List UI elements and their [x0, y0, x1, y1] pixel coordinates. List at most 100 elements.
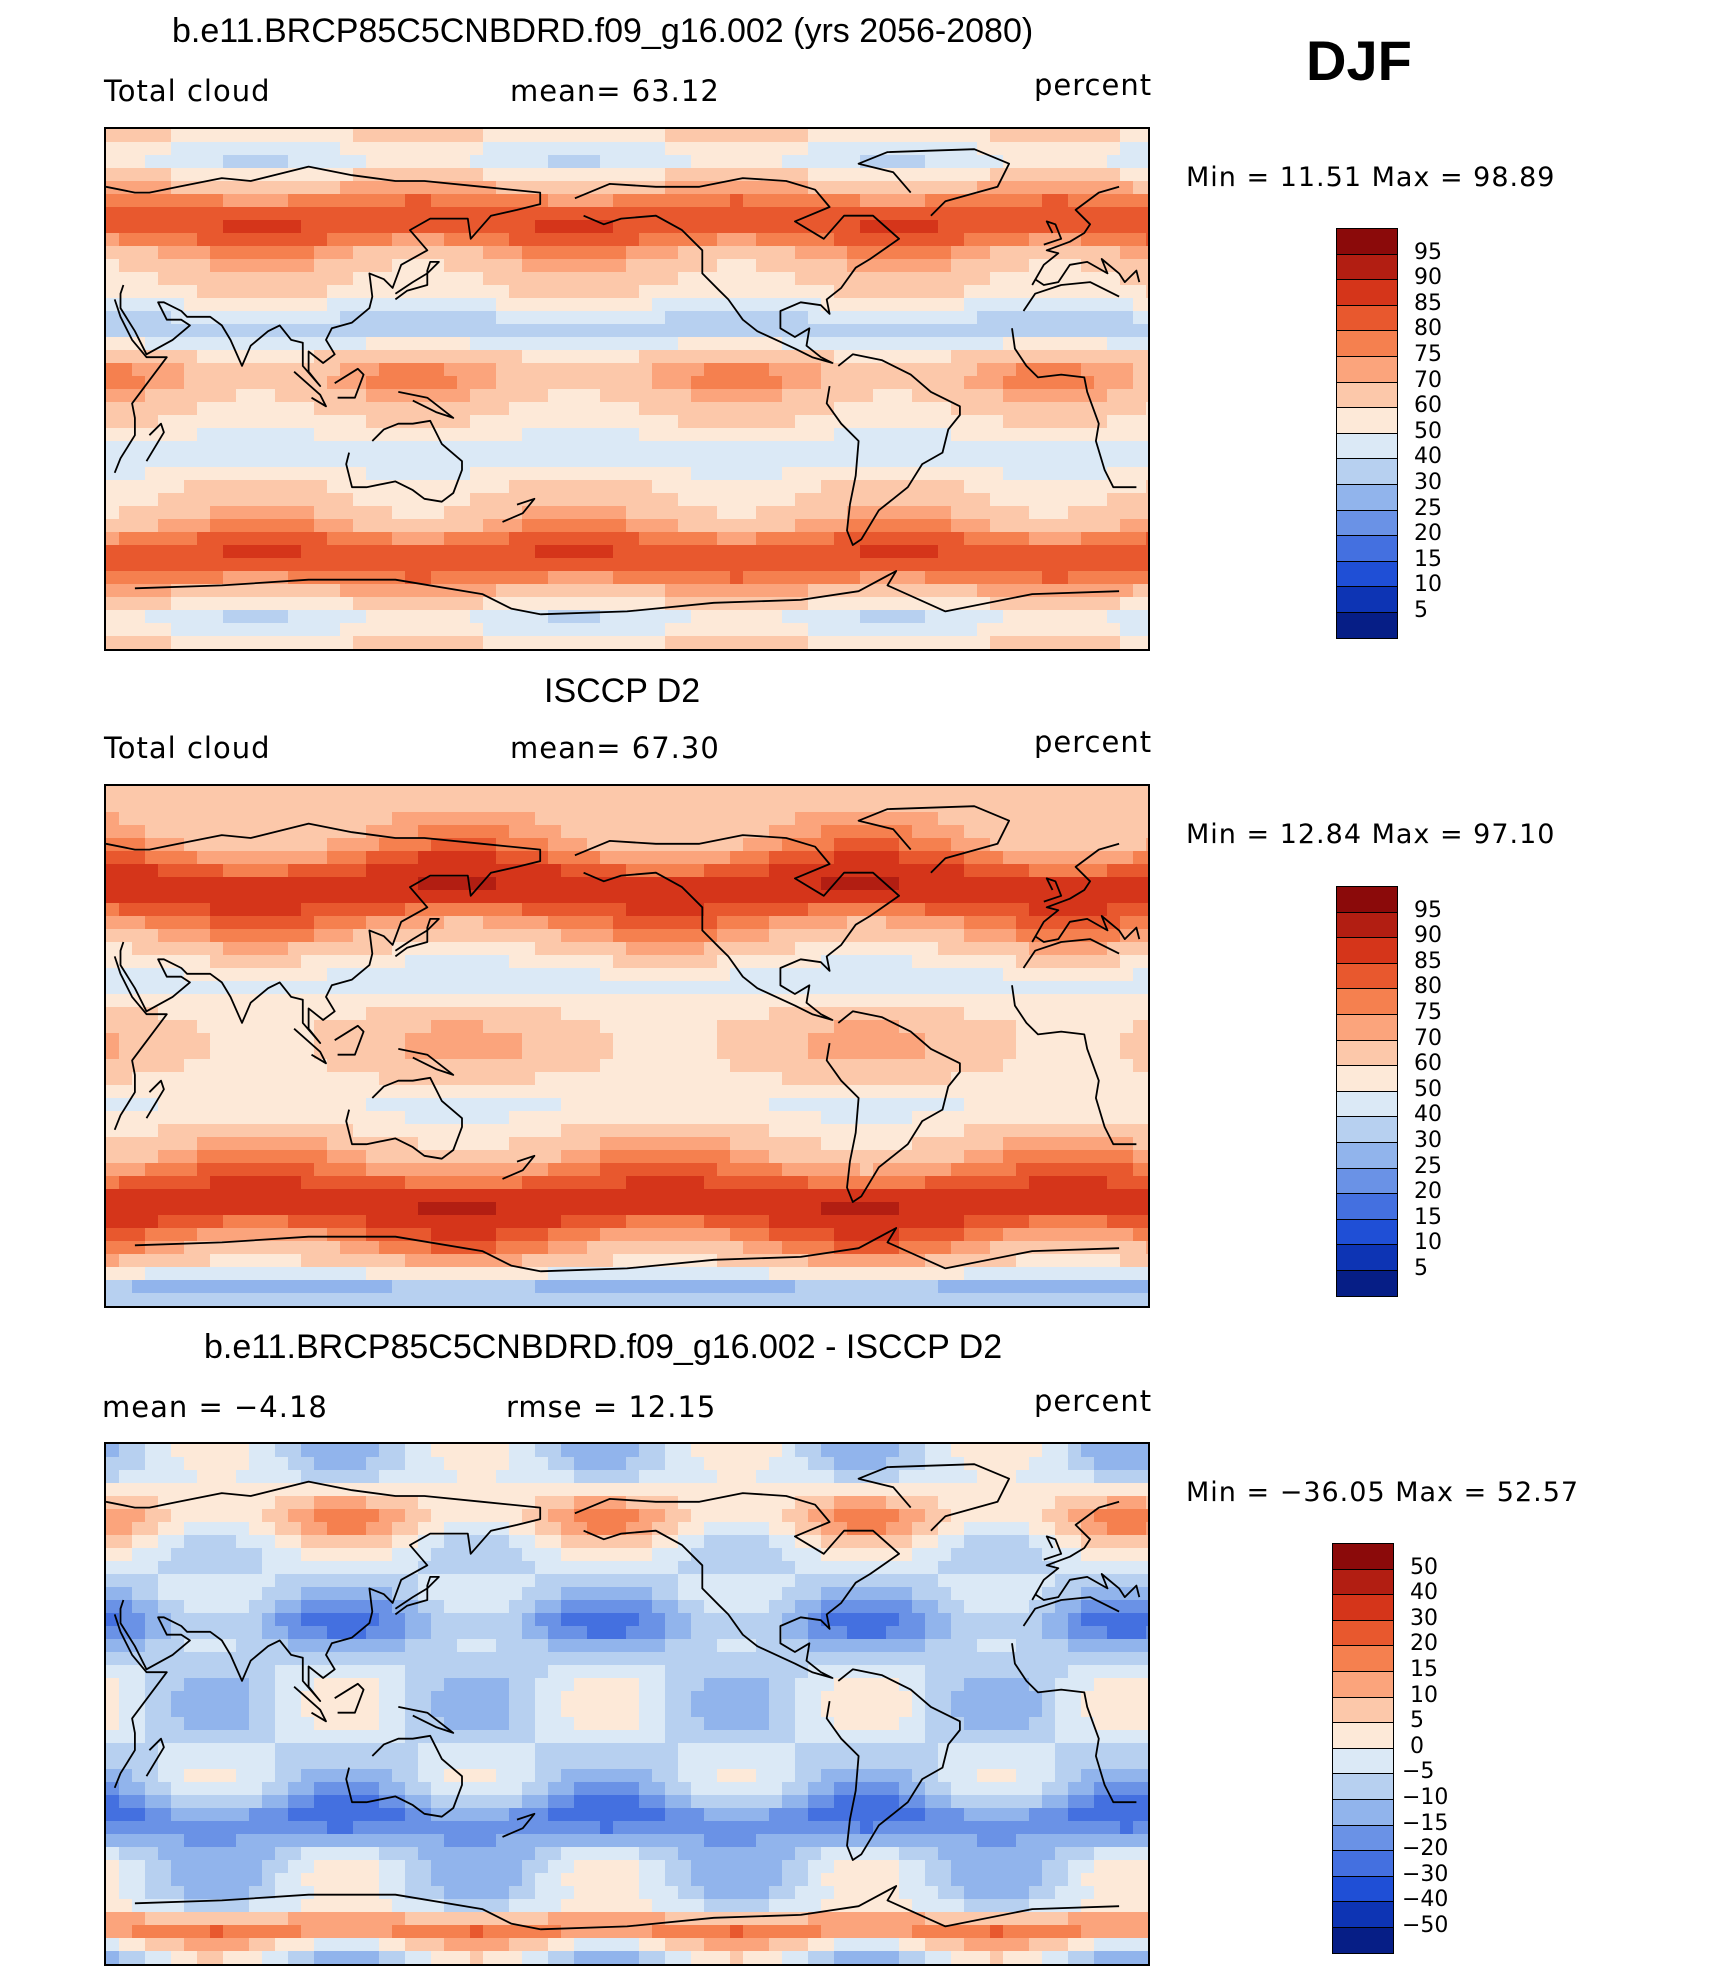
field-cell — [899, 402, 913, 416]
field-cell — [197, 981, 211, 995]
field-cell — [470, 298, 484, 312]
field-cell — [834, 467, 848, 481]
field-cell — [1081, 636, 1095, 649]
field-cell — [288, 415, 302, 429]
field-cell — [678, 942, 692, 956]
field-cell — [457, 454, 471, 468]
field-cell — [171, 610, 185, 624]
field-cell — [457, 337, 471, 351]
field-cell — [236, 259, 250, 273]
field-cell — [431, 994, 445, 1008]
field-cell — [652, 1020, 666, 1034]
field-cell — [327, 207, 341, 221]
field-cell — [912, 493, 926, 507]
field-cell — [756, 825, 770, 839]
field-cell — [496, 285, 510, 299]
field-cell — [860, 168, 874, 182]
field-cell — [210, 799, 224, 813]
field-cell — [821, 558, 835, 572]
field-cell — [1120, 311, 1134, 325]
field-cell — [717, 545, 731, 559]
field-cell — [938, 994, 952, 1008]
field-cell — [886, 851, 900, 865]
field-cell — [457, 877, 471, 891]
field-cell — [301, 968, 315, 982]
field-cell — [392, 955, 406, 969]
field-cell — [1094, 981, 1108, 995]
field-cell — [912, 838, 926, 852]
field-cell — [535, 441, 549, 455]
field-cell — [535, 545, 549, 559]
field-cell — [808, 812, 822, 826]
field-cell — [509, 454, 523, 468]
field-cell — [990, 532, 1004, 546]
field-cell — [275, 324, 289, 338]
field-cell — [639, 545, 653, 559]
field-cell — [262, 506, 276, 520]
field-cell — [314, 324, 328, 338]
field-cell — [132, 493, 146, 507]
field-cell — [1029, 623, 1043, 637]
field-cell — [990, 877, 1004, 891]
field-cell — [613, 493, 627, 507]
field-cell — [444, 994, 458, 1008]
field-cell — [1120, 799, 1134, 813]
field-cell — [197, 428, 211, 442]
field-cell — [704, 812, 718, 826]
field-cell — [262, 428, 276, 442]
field-cell — [951, 376, 965, 390]
field-cell — [522, 636, 536, 649]
field-cell — [1003, 799, 1017, 813]
field-cell — [951, 1046, 965, 1060]
field-cell — [145, 259, 159, 273]
field-cell — [795, 402, 809, 416]
field-cell — [1003, 207, 1017, 221]
field-cell — [1029, 597, 1043, 611]
field-cell — [678, 129, 692, 143]
field-cell — [1003, 389, 1017, 403]
field-cell — [522, 467, 536, 481]
field-cell — [808, 350, 822, 364]
field-cell — [470, 955, 484, 969]
field-cell — [1016, 545, 1030, 559]
field-cell — [470, 519, 484, 533]
field-cell — [821, 890, 835, 904]
field-cell — [158, 981, 172, 995]
field-cell — [756, 1046, 770, 1060]
field-cell — [158, 480, 172, 494]
field-cell — [574, 233, 588, 247]
field-cell — [613, 799, 627, 813]
field-cell — [704, 311, 718, 325]
field-cell — [366, 838, 380, 852]
field-cell — [405, 337, 419, 351]
field-cell — [483, 376, 497, 390]
field-cell — [548, 916, 562, 930]
field-cell — [392, 389, 406, 403]
field-cell — [470, 799, 484, 813]
field-cell — [418, 558, 432, 572]
field-cell — [470, 272, 484, 286]
field-cell — [1003, 786, 1017, 800]
field-cell — [977, 220, 991, 234]
field-cell — [977, 389, 991, 403]
field-cell — [288, 545, 302, 559]
field-cell — [509, 1007, 523, 1021]
field-cell — [145, 324, 159, 338]
field-cell — [600, 636, 614, 649]
field-cell — [691, 389, 705, 403]
field-cell — [457, 610, 471, 624]
field-cell — [184, 916, 198, 930]
field-cell — [613, 415, 627, 429]
field-cell — [639, 493, 653, 507]
field-cell — [834, 285, 848, 299]
field-cell — [210, 389, 224, 403]
field-cell — [834, 506, 848, 520]
field-cell — [379, 968, 393, 982]
field-cell — [977, 903, 991, 917]
field-cell — [418, 181, 432, 195]
field-cell — [548, 506, 562, 520]
field-cell — [379, 1007, 393, 1021]
field-cell — [171, 194, 185, 208]
field-cell — [834, 311, 848, 325]
field-cell — [678, 877, 692, 891]
